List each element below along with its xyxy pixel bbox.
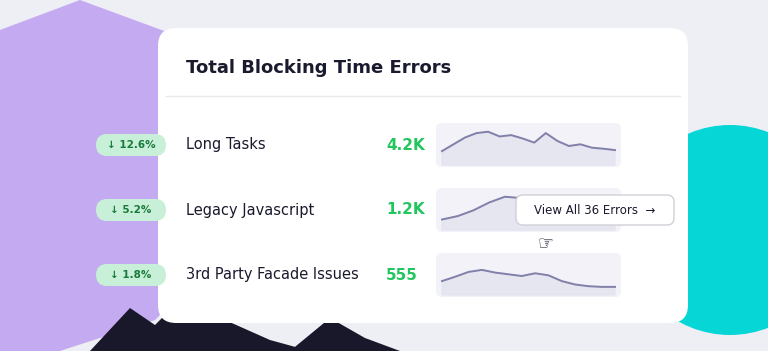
Text: Total Blocking Time Errors: Total Blocking Time Errors xyxy=(186,59,452,77)
Text: View All 36 Errors  →: View All 36 Errors → xyxy=(535,204,656,217)
Text: 555: 555 xyxy=(386,267,418,283)
FancyBboxPatch shape xyxy=(436,123,621,167)
FancyBboxPatch shape xyxy=(96,134,166,156)
Text: ↓ 1.8%: ↓ 1.8% xyxy=(111,270,152,280)
Polygon shape xyxy=(90,295,310,351)
Text: ☞: ☞ xyxy=(538,234,554,252)
Text: Long Tasks: Long Tasks xyxy=(186,138,266,152)
Text: 4.2K: 4.2K xyxy=(386,138,425,152)
Text: 1.2K: 1.2K xyxy=(386,203,425,218)
Polygon shape xyxy=(290,318,400,351)
FancyBboxPatch shape xyxy=(436,188,621,232)
FancyBboxPatch shape xyxy=(158,28,688,323)
Text: 3rd Party Facade Issues: 3rd Party Facade Issues xyxy=(186,267,359,283)
FancyBboxPatch shape xyxy=(96,264,166,286)
Polygon shape xyxy=(0,0,230,351)
Polygon shape xyxy=(442,270,615,295)
Polygon shape xyxy=(442,197,615,230)
Text: ↓ 12.6%: ↓ 12.6% xyxy=(107,140,155,150)
Text: ↓ 5.2%: ↓ 5.2% xyxy=(111,205,152,215)
Circle shape xyxy=(625,125,768,335)
FancyBboxPatch shape xyxy=(436,253,621,297)
FancyBboxPatch shape xyxy=(516,195,674,225)
FancyBboxPatch shape xyxy=(96,199,166,221)
Text: Legacy Javascript: Legacy Javascript xyxy=(186,203,314,218)
Polygon shape xyxy=(442,132,615,165)
